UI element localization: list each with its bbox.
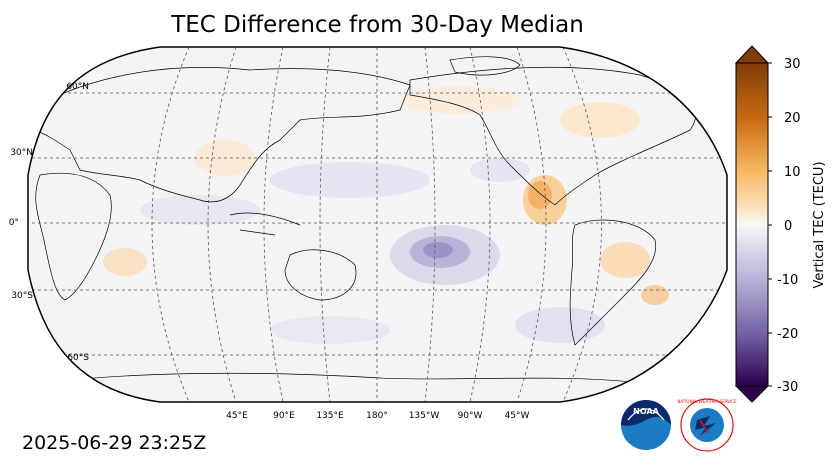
colorbar-tick-neg30: -30 <box>777 380 798 395</box>
greenland-coast <box>449 56 521 76</box>
colorbar-tick-0: 0 <box>784 219 792 234</box>
lon-label-45w: 45°W <box>505 411 530 421</box>
colorbar-tick-neg10: -10 <box>777 273 798 288</box>
lon-label-90e: 90°E <box>273 411 295 421</box>
lat-label-0: 0° <box>9 218 19 228</box>
nws-logo: NATIONAL WEATHER SERVICE <box>677 398 737 452</box>
nws-logo-text: NATIONAL WEATHER SERVICE <box>677 399 737 404</box>
colorbar: 30 20 10 0 -10 -20 -30 Vertical TEC (TEC… <box>734 45 827 403</box>
noaa-logo: NOAA <box>621 400 671 450</box>
lon-label-45e: 45°E <box>226 411 248 421</box>
eurasia-coast <box>29 67 411 203</box>
lon-label-135w: 135°W <box>409 411 440 421</box>
lat-label-30n: 30°N <box>10 148 33 158</box>
lon-label-135e: 135°E <box>316 411 344 421</box>
australia-coast <box>284 249 357 301</box>
antarctica-coast <box>29 372 661 386</box>
tec-anomaly-field <box>103 86 669 344</box>
colorbar-max-arrow <box>734 45 770 64</box>
colorbar-label: Vertical TEC (TECU) <box>812 161 827 288</box>
noaa-logo-text: NOAA <box>633 407 659 416</box>
south-america-coast <box>569 219 657 346</box>
lat-label-60s: 60°S <box>67 353 89 363</box>
lon-label-90w: 90°W <box>458 411 483 421</box>
map-outline <box>27 46 728 403</box>
colorbar-min-arrow <box>734 385 770 403</box>
lat-label-60n: 60°N <box>66 82 89 92</box>
colorbar-tick-20: 20 <box>784 111 801 126</box>
lon-label-180: 180° <box>366 411 388 421</box>
chart-title: TEC Difference from 30-Day Median <box>171 12 584 38</box>
indonesia-coast <box>229 212 301 236</box>
africa-coast <box>35 172 112 301</box>
colorbar-tick-30: 30 <box>784 57 801 72</box>
graticule <box>28 47 727 402</box>
lat-label-30s: 30°S <box>11 291 33 301</box>
north-america-coast <box>409 67 696 206</box>
timestamp: 2025-06-29 23:25Z <box>22 432 207 454</box>
coastlines <box>29 56 696 386</box>
colorbar-tick-neg20: -20 <box>777 327 798 342</box>
colorbar-gradient <box>735 62 769 387</box>
colorbar-tick-10: 10 <box>784 165 801 180</box>
